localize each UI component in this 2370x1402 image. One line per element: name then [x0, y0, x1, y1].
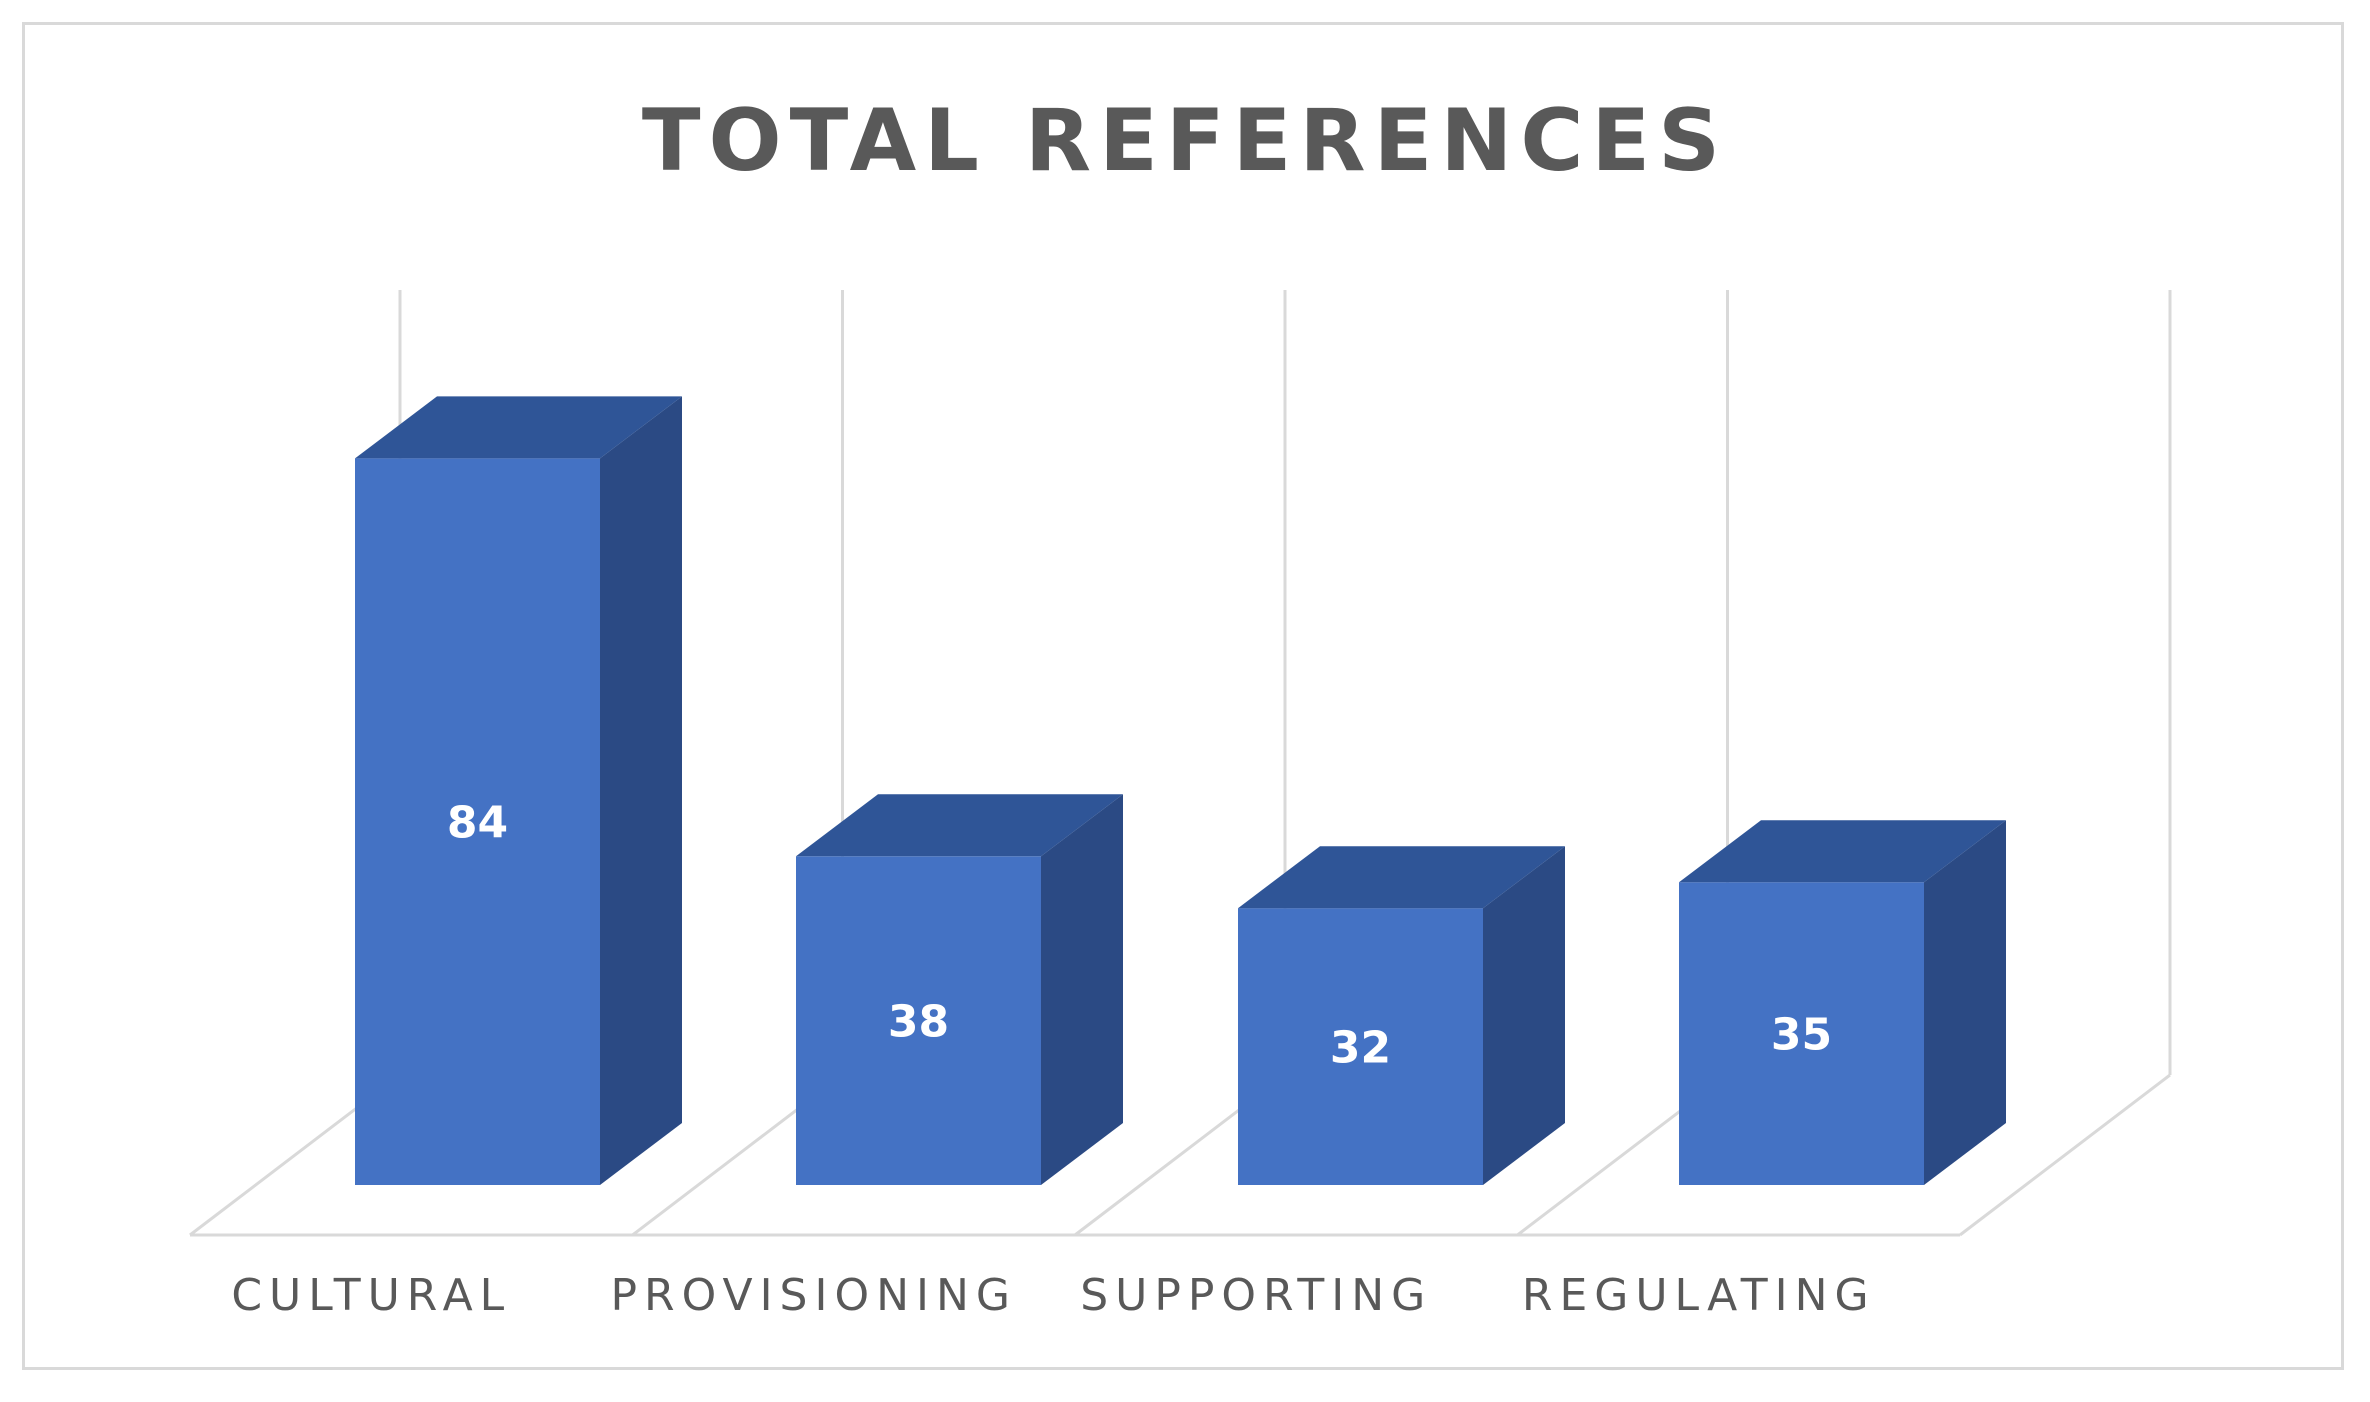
bar-supporting: [1238, 908, 1483, 1185]
chart-title: TOTAL REFERENCES: [642, 91, 1728, 191]
bar-provisioning: [796, 856, 1041, 1185]
chart-labels: 84 CULTURAL 38 PROVISIONING 32 SUPPORTING 35 RE…: [231, 798, 1876, 1321]
data-label: 38: [888, 997, 949, 1048]
x-tick-label: SUPPORTING: [1080, 1270, 1432, 1321]
data-label: 32: [1330, 1023, 1391, 1074]
bar-side-supporting: [1483, 846, 1565, 1185]
bar-side-regulating: [1924, 820, 2006, 1185]
x-tick-label: REGULATING: [1522, 1270, 1876, 1321]
data-label: 35: [1771, 1010, 1832, 1061]
chart-bars: [355, 396, 2006, 1185]
bar-side-cultural: [600, 396, 682, 1185]
bar-top-supporting: [1238, 846, 1565, 909]
bar-side-provisioning: [1041, 794, 1123, 1185]
data-label: 84: [447, 798, 508, 849]
bar-cultural: [355, 458, 600, 1185]
x-tick-label: CULTURAL: [231, 1270, 511, 1321]
bar-regulating: [1679, 882, 1924, 1185]
bar-top-regulating: [1679, 820, 2006, 883]
bar-top-cultural: [355, 396, 682, 459]
bar-top-provisioning: [796, 794, 1123, 857]
floor-diagonal: [1959, 1073, 2171, 1237]
x-tick-label: PROVISIONING: [611, 1270, 1017, 1321]
